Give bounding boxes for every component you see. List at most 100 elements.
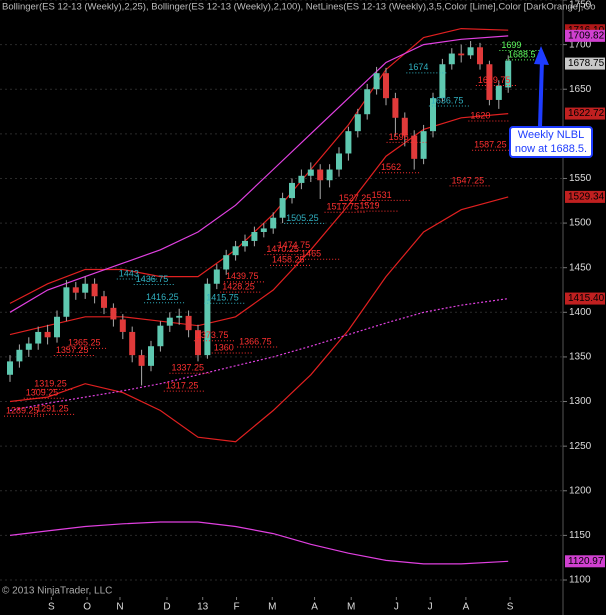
candle-body bbox=[204, 283, 211, 356]
candle-body bbox=[148, 346, 154, 366]
net-line-label: 1319.25 bbox=[34, 379, 67, 389]
net-line-label: 1337.25 bbox=[171, 363, 204, 373]
net-line-label: 1415.75 bbox=[206, 293, 239, 303]
candle-body bbox=[138, 355, 145, 366]
candle-body bbox=[317, 169, 324, 181]
candle-body bbox=[82, 283, 89, 293]
y-tick-label: 1450 bbox=[569, 262, 592, 273]
callout-box bbox=[509, 126, 593, 158]
x-tick-label: 13 bbox=[197, 602, 209, 613]
candle-body bbox=[16, 349, 23, 362]
price-tag-label: 1678.75 bbox=[568, 58, 605, 69]
x-tick-label: J bbox=[428, 602, 433, 613]
band-line bbox=[9, 35, 509, 313]
net-line-label: 1373.75 bbox=[196, 330, 229, 340]
x-tick-label: F bbox=[233, 602, 239, 613]
x-tick-label: N bbox=[116, 602, 123, 613]
net-line-label: 1587.25 bbox=[474, 140, 507, 150]
candle-body bbox=[54, 316, 60, 338]
net-line-label: 1527.25 bbox=[339, 193, 372, 203]
x-tick-label: S bbox=[507, 602, 514, 613]
x-tick-label: J bbox=[394, 602, 399, 613]
candle-body bbox=[373, 73, 380, 90]
candle-body bbox=[326, 169, 333, 181]
y-tick-label: 1250 bbox=[569, 441, 592, 452]
callout-text: now at 1688.5. bbox=[515, 143, 587, 155]
candle-body bbox=[242, 240, 248, 247]
y-tick-label: 1550 bbox=[569, 173, 592, 184]
band-line bbox=[9, 196, 509, 443]
candle-body bbox=[336, 153, 342, 170]
net-line-label: 1458.25 bbox=[272, 255, 305, 265]
candle-body bbox=[279, 198, 286, 218]
x-tick-label: S bbox=[48, 602, 55, 613]
candle-body bbox=[251, 232, 258, 241]
net-line-label: 1659.75 bbox=[478, 75, 511, 85]
candle-body bbox=[119, 319, 126, 332]
net-line-label: 1366.75 bbox=[239, 336, 272, 346]
chart-title: Bollinger(ES 12-13 (Weekly),2,25), Bolli… bbox=[2, 2, 595, 13]
price-tag-label: 1415.40 bbox=[568, 293, 605, 304]
candle-body bbox=[195, 330, 201, 356]
y-tick-label: 1150 bbox=[569, 530, 591, 541]
candle-body bbox=[383, 73, 389, 99]
candle-body bbox=[176, 315, 183, 318]
candle-body bbox=[448, 53, 455, 65]
candle-body bbox=[63, 287, 70, 317]
net-line-label: 1309.25 bbox=[26, 388, 59, 398]
net-line-label: 1416.25 bbox=[146, 292, 179, 302]
candle-body bbox=[467, 47, 474, 56]
candle-body bbox=[72, 287, 79, 293]
candle-body bbox=[101, 296, 107, 308]
candle-body bbox=[289, 182, 295, 199]
net-line-label: 1360 bbox=[214, 342, 234, 352]
y-tick-label: 1400 bbox=[569, 307, 592, 318]
x-tick-label: M bbox=[347, 602, 355, 613]
net-line-label: 1439.75 bbox=[226, 271, 259, 281]
net-line-label: 1443 bbox=[119, 268, 139, 278]
net-line-label: 1289.25 bbox=[6, 406, 39, 416]
candle-body bbox=[7, 361, 13, 375]
candle-body bbox=[25, 343, 32, 350]
candle-body bbox=[270, 217, 277, 229]
y-tick-label: 1700 bbox=[569, 39, 592, 50]
candle-body bbox=[420, 131, 427, 159]
candle-body bbox=[430, 98, 436, 132]
candle-body bbox=[354, 114, 361, 132]
price-tag-label: 1120.97 bbox=[568, 556, 604, 567]
net-line-label: 1620 bbox=[470, 110, 490, 120]
net-line-label: 1547.25 bbox=[452, 175, 485, 185]
band-line bbox=[9, 113, 509, 336]
candle-body bbox=[44, 331, 51, 338]
net-line-label: 1436.75 bbox=[136, 274, 169, 284]
callout-arrow bbox=[538, 59, 544, 128]
y-tick-label: 1500 bbox=[569, 218, 592, 229]
candle-body bbox=[185, 315, 192, 331]
net-line-label: 1474.75 bbox=[278, 240, 311, 250]
net-line-label: 1531 bbox=[372, 190, 392, 200]
price-tag bbox=[565, 29, 605, 42]
net-line-label: 1688.5 bbox=[508, 49, 536, 59]
net-line-label: 1562 bbox=[381, 162, 401, 172]
net-line-label: 1428.25 bbox=[222, 281, 255, 291]
y-tick-label: 1350 bbox=[569, 352, 592, 363]
y-tick-label: 1750 bbox=[569, 0, 592, 11]
x-tick-label: O bbox=[83, 602, 91, 613]
x-tick-label: M bbox=[268, 602, 276, 613]
candle-body bbox=[364, 89, 371, 115]
candle-body bbox=[307, 169, 314, 176]
net-line-label: 1674 bbox=[408, 62, 428, 72]
callout-arrowhead bbox=[534, 46, 549, 65]
candle-body bbox=[298, 175, 305, 183]
net-line-label: 1470.25 bbox=[266, 244, 299, 254]
candle-body bbox=[166, 317, 173, 326]
net-line-label: 1465 bbox=[301, 249, 321, 259]
candle-body bbox=[505, 60, 512, 88]
candle-body bbox=[110, 307, 117, 320]
candle-body bbox=[411, 135, 418, 159]
price-tag-label: 1529.34 bbox=[568, 192, 605, 203]
candle-body bbox=[486, 64, 493, 100]
